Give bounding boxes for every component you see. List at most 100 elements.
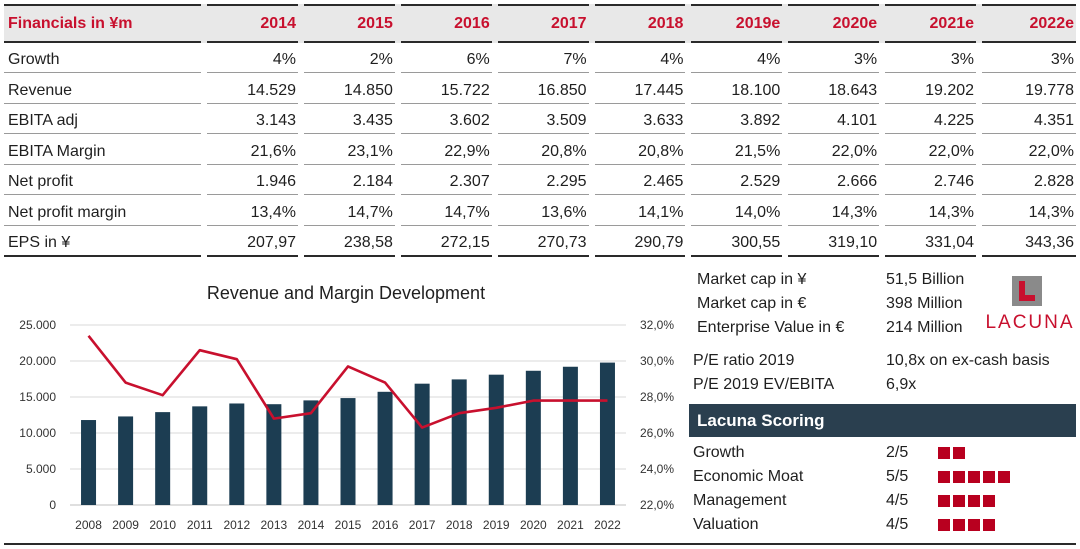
revenue-bar <box>377 391 393 505</box>
table-cell: 3% <box>976 42 1076 73</box>
table-cell: 290,79 <box>588 225 689 257</box>
table-cell: 19.778 <box>976 72 1076 104</box>
score-square <box>983 495 995 507</box>
pe-ev-label: P/E 2019 EV/EBITA <box>693 376 835 393</box>
right-axis-tick: 24,0% <box>640 462 674 476</box>
table-row: Net profit margin 13,4% 14,7% 14,7% 13,6% 14,… <box>4 194 1076 226</box>
enterprise-value-value: 214 Million <box>886 319 963 336</box>
table-cell: 20,8% <box>588 133 689 165</box>
x-axis-ticks: 2008 2009 2010 2011 2012 2013 2014 2015 2016 2017… <box>75 518 621 532</box>
table-cell: 14,3% <box>976 194 1076 226</box>
pe-ratio-label: P/E ratio 2019 <box>693 352 795 369</box>
revenue-bar <box>414 383 430 505</box>
x-axis-tick: 2013 <box>261 518 288 532</box>
revenue-bar <box>155 412 171 505</box>
scoring-title: Lacuna Scoring <box>689 404 1076 437</box>
x-axis-tick: 2011 <box>187 518 213 532</box>
table-cell: 15.722 <box>394 72 495 104</box>
score-row: Valuation 4/5 <box>689 513 1076 537</box>
table-cell: 4% <box>685 42 786 73</box>
table-cell: 13,6% <box>491 194 592 226</box>
revenue-margin-chart: Revenue and Margin Development 0 5.000 10.… <box>19 283 674 532</box>
score-value: 2/5 <box>886 444 909 461</box>
table-header-row: Financials in ¥m 2014 2015 2016 2017 2018 201… <box>4 4 1076 43</box>
table-header-year: 2014 <box>201 4 301 43</box>
valuation-info: Market cap in ¥ 51,5 Billion Market cap … <box>689 268 1076 404</box>
table-cell: 18.100 <box>685 72 786 104</box>
table-cell: 2.666 <box>782 164 883 195</box>
x-axis-tick: 2019 <box>483 518 510 532</box>
table-cell: 7% <box>491 42 592 73</box>
table-cell: 3% <box>782 42 883 73</box>
left-axis-tick: 0 <box>49 498 56 512</box>
score-square <box>953 471 965 483</box>
table-cell: 2.184 <box>298 164 398 195</box>
table-cell: 22,0% <box>879 133 980 165</box>
table-cell: 2.295 <box>491 164 592 195</box>
score-row: Economic Moat 5/5 <box>689 465 1076 489</box>
table-cell: 16.850 <box>491 72 592 104</box>
score-square <box>938 519 950 531</box>
market-cap-eur-label: Market cap in € <box>697 295 807 312</box>
enterprise-value-label: Enterprise Value in € <box>697 319 845 336</box>
table-cell: 14,3% <box>782 194 883 226</box>
revenue-bar <box>599 362 615 505</box>
table-header-year: 2022e <box>976 4 1076 43</box>
market-cap-yen-value: 51,5 Billion <box>886 271 965 288</box>
table-cell: 4% <box>201 42 301 73</box>
score-square <box>998 471 1010 483</box>
x-axis-tick: 2015 <box>335 518 362 532</box>
table-cell: 14,7% <box>394 194 495 226</box>
table-cell: 343,36 <box>976 225 1076 257</box>
revenue-bar <box>562 366 578 505</box>
score-squares <box>938 471 1010 483</box>
table-row: EPS in ¥207,97 238,58 272,15 270,73 290,79 30… <box>4 225 1076 257</box>
score-square <box>953 447 965 459</box>
table-cell: 207,97 <box>201 225 301 257</box>
score-label: Management <box>693 492 787 509</box>
lacuna-logo-icon <box>1012 276 1042 306</box>
table-header-year: 2020e <box>782 4 883 43</box>
x-axis-tick: 2016 <box>372 518 399 532</box>
x-axis-tick: 2009 <box>112 518 139 532</box>
table-cell: 23,1% <box>298 133 398 165</box>
chart-title: Revenue and Margin Development <box>207 283 485 303</box>
table-row: Net profit 1.946 2.184 2.307 2.295 2.465 2.529… <box>4 164 1076 195</box>
pe-ratio-value: 10,8x on ex-cash basis <box>886 352 1050 369</box>
revenue-bar <box>266 404 282 505</box>
financials-table: Financials in ¥m 2014 2015 2016 2017 2018 201… <box>4 4 1076 257</box>
table-header-year: 2021e <box>879 4 980 43</box>
score-square <box>953 495 965 507</box>
score-square <box>953 519 965 531</box>
revenue-bars <box>81 362 615 505</box>
table-cell: 6% <box>394 42 495 73</box>
x-axis-tick: 2017 <box>409 518 436 532</box>
margin-line <box>87 334 608 429</box>
score-square <box>968 471 980 483</box>
table-cell: 17.445 <box>588 72 689 104</box>
score-row: Management 4/5 <box>689 489 1076 513</box>
table-row-label: Net profit <box>4 164 205 195</box>
revenue-bar <box>81 420 97 505</box>
revenue-bar <box>340 398 356 505</box>
table-cell: 1.946 <box>201 164 301 195</box>
right-axis-tick: 32,0% <box>640 318 674 332</box>
table-cell: 2.746 <box>879 164 980 195</box>
left-axis-ticks: 0 5.000 10.000 15.000 20.000 25.000 <box>19 318 56 512</box>
table-cell: 2.307 <box>394 164 495 195</box>
score-square <box>938 495 950 507</box>
x-axis-tick: 2018 <box>446 518 473 532</box>
table-cell: 270,73 <box>491 225 592 257</box>
score-value: 5/5 <box>886 468 909 485</box>
table-cell: 2.529 <box>685 164 786 195</box>
table-header-year: 2016 <box>394 4 495 43</box>
score-squares <box>938 519 995 531</box>
table-cell: 2% <box>298 42 398 73</box>
table-cell: 300,55 <box>685 225 786 257</box>
x-axis-tick: 2010 <box>149 518 176 532</box>
table-header-label: Financials in ¥m <box>4 4 205 43</box>
score-label: Growth <box>693 444 745 461</box>
table-cell: 18.643 <box>782 72 883 104</box>
table-cell: 3.435 <box>298 103 398 134</box>
pe-ev-value: 6,9x <box>886 376 917 393</box>
